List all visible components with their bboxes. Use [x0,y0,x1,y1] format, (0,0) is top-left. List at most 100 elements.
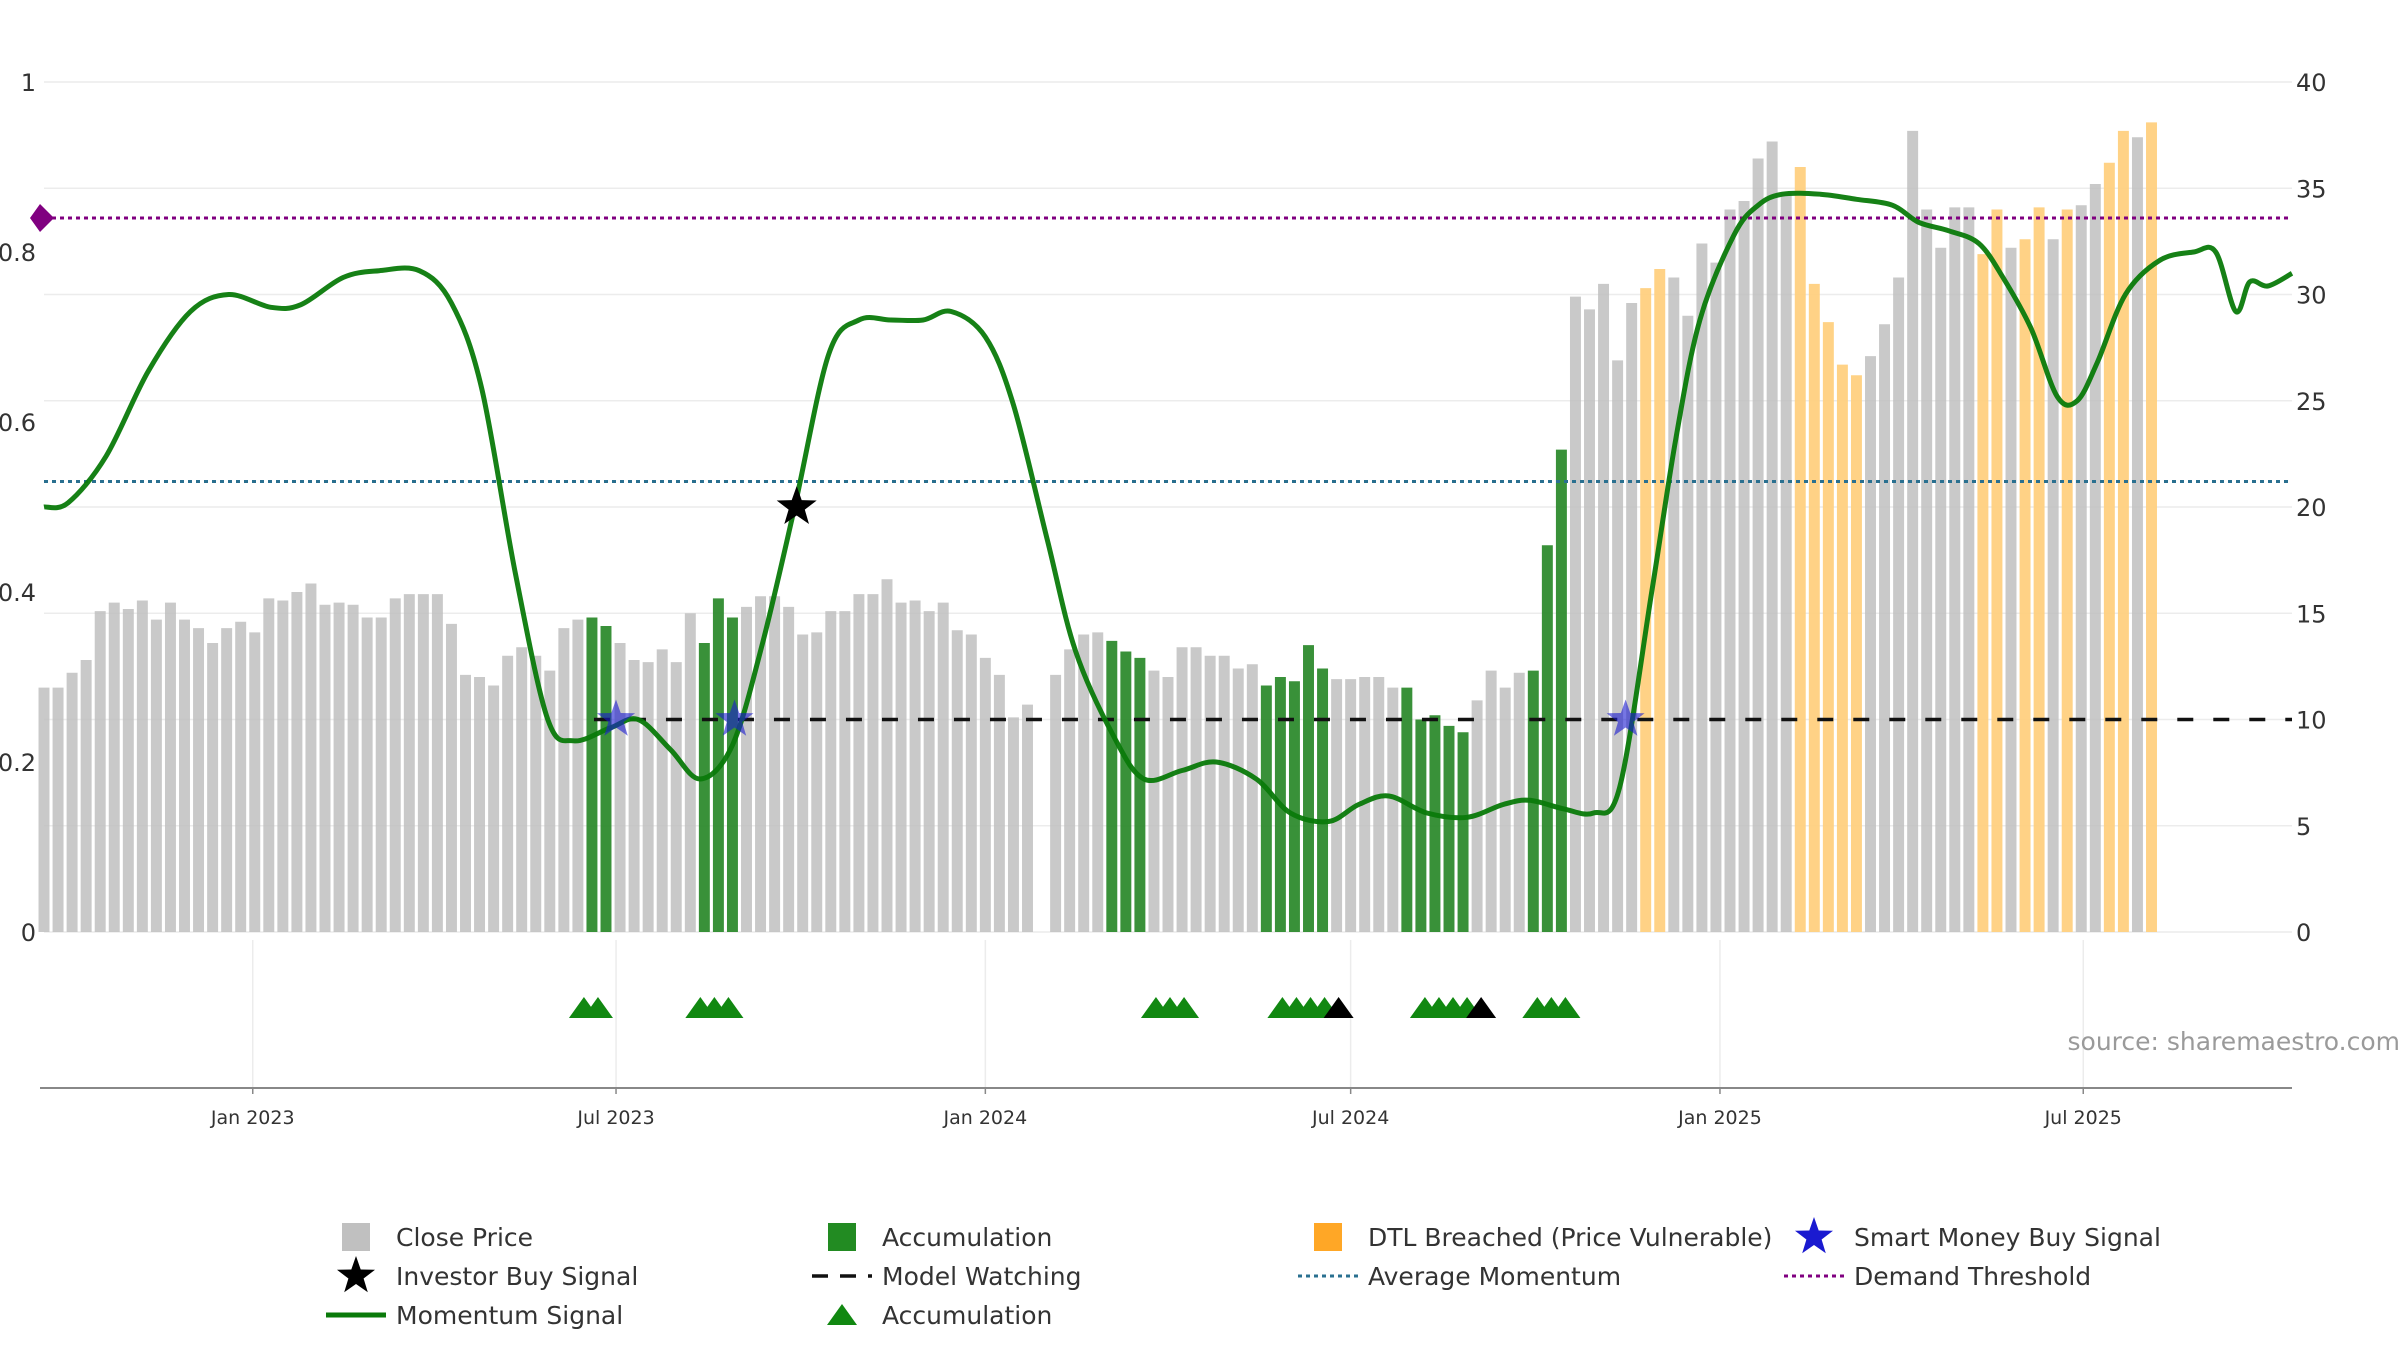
left-tick-label: 0.6 [0,409,36,437]
close-price-bar [979,657,991,932]
accumulation-bar [1415,719,1427,932]
close-price-bar [2131,137,2143,932]
close-price-bar [951,630,963,932]
left-tick-label: 0.2 [0,749,36,777]
close-price-bar [263,598,275,932]
legend-label: Demand Threshold [1854,1262,2091,1291]
dtl-breached-bar [2061,209,2073,932]
legend-label: Investor Buy Signal [396,1262,638,1291]
close-price-bar [1738,201,1750,932]
legend-label: Momentum Signal [396,1301,623,1330]
close-price-bar [755,596,767,932]
accumulation-bar [1457,732,1469,932]
x-tick-label: Jan 2025 [1677,1107,1762,1129]
close-price-bar [277,600,289,932]
accumulation-triangle [713,997,744,1018]
close-price-bar [895,602,907,932]
close-price-bar [1879,324,1891,932]
source-credit: source: sharemaestro.com [2068,1027,2400,1056]
close-price-bar [445,623,457,932]
close-price-bar [474,677,486,932]
accumulation-triangles [568,997,1581,1018]
close-price-bar [1893,277,1905,932]
smart-money-buy-star [715,699,754,736]
close-price-bar [1387,687,1399,932]
x-tick-label: Jul 2025 [2044,1107,2122,1129]
close-price-bar [881,579,893,932]
demand-threshold-marker [30,204,54,232]
legend-item-dtl: DTL Breached (Price Vulnerable) [1314,1223,1772,1252]
close-price-bar [94,611,106,932]
close-price-bar [136,600,148,932]
legend-label: Smart Money Buy Signal [1854,1223,2161,1252]
dtl-breached-bar [1654,269,1666,932]
legend-item-close: Close Price [342,1223,533,1252]
close-price-bar [1345,679,1357,932]
close-price-bar [389,598,401,932]
close-price-bar [2047,239,2059,932]
close-price-bar [867,594,879,932]
dtl-breached-bar [2117,130,2129,932]
close-price-bar [769,596,781,932]
close-price-bar [403,594,415,932]
accumulation-bar [1120,651,1132,932]
accumulation-bar [1401,687,1413,932]
accumulation-bar [726,617,738,932]
accumulation-bar [1260,685,1272,932]
close-price-bar [670,662,682,932]
accumulation-bar [1555,449,1567,932]
accumulation-bar [1134,657,1146,932]
signal-markers [597,486,1645,736]
close-price-bar [80,660,92,932]
legend-item-demand: Demand Threshold [1784,1262,2091,1291]
accumulation-bar [586,617,598,932]
close-price-bar [193,628,205,932]
close-price-bar [1780,192,1792,932]
dtl-breached-bar [1991,209,2003,932]
close-price-bar [1078,634,1090,932]
close-price-bar [38,687,50,932]
accumulation-triangle [582,997,613,1018]
close-price-bar [1148,670,1160,932]
close-price-bar [1668,277,1680,932]
accumulation-bar [1106,640,1118,932]
close-price-bar [1373,677,1385,932]
close-price-bar [2089,184,2101,932]
close-price-bar [797,634,809,932]
close-price-bar [1710,262,1722,932]
close-price-bar [1752,158,1764,932]
close-price-bar [642,662,654,932]
left-tick-label: 0 [21,919,36,947]
close-price-bar [530,655,542,932]
legend-swatch [342,1223,370,1251]
close-price-bar [544,670,556,932]
close-price-bar [361,617,373,932]
close-price-bar [221,628,233,932]
close-price-bar [333,602,345,932]
legend-item-avg: Average Momentum [1298,1262,1621,1291]
legend-swatch [827,1304,857,1325]
reference-lines [30,204,2292,722]
smart-money-buy-star [597,699,636,736]
legend-label: Close Price [396,1223,533,1252]
close-price-bar [1162,677,1174,932]
close-price-bar [122,609,134,932]
accumulation-bar [1303,645,1314,932]
accumulation-bar [1443,725,1455,932]
legend-label: DTL Breached (Price Vulnerable) [1368,1223,1772,1252]
right-tick-label: 5 [2296,813,2311,841]
close-price-bar [460,674,471,932]
accumulation-triangle-black [1466,997,1497,1018]
right-tick-label: 10 [2296,707,2327,735]
close-price-bar [1204,655,1216,932]
accumulation-triangle [1169,997,1200,1018]
close-price-bar [937,602,949,932]
close-price-bar [1766,141,1778,932]
close-price-bar [291,592,303,932]
close-price-bar [207,643,219,932]
price-bars [38,122,2157,932]
close-price-bar [249,632,261,932]
left-tick-label: 0.8 [0,239,36,267]
accumulation-bar [1541,545,1553,932]
legend-swatch [1314,1223,1342,1251]
